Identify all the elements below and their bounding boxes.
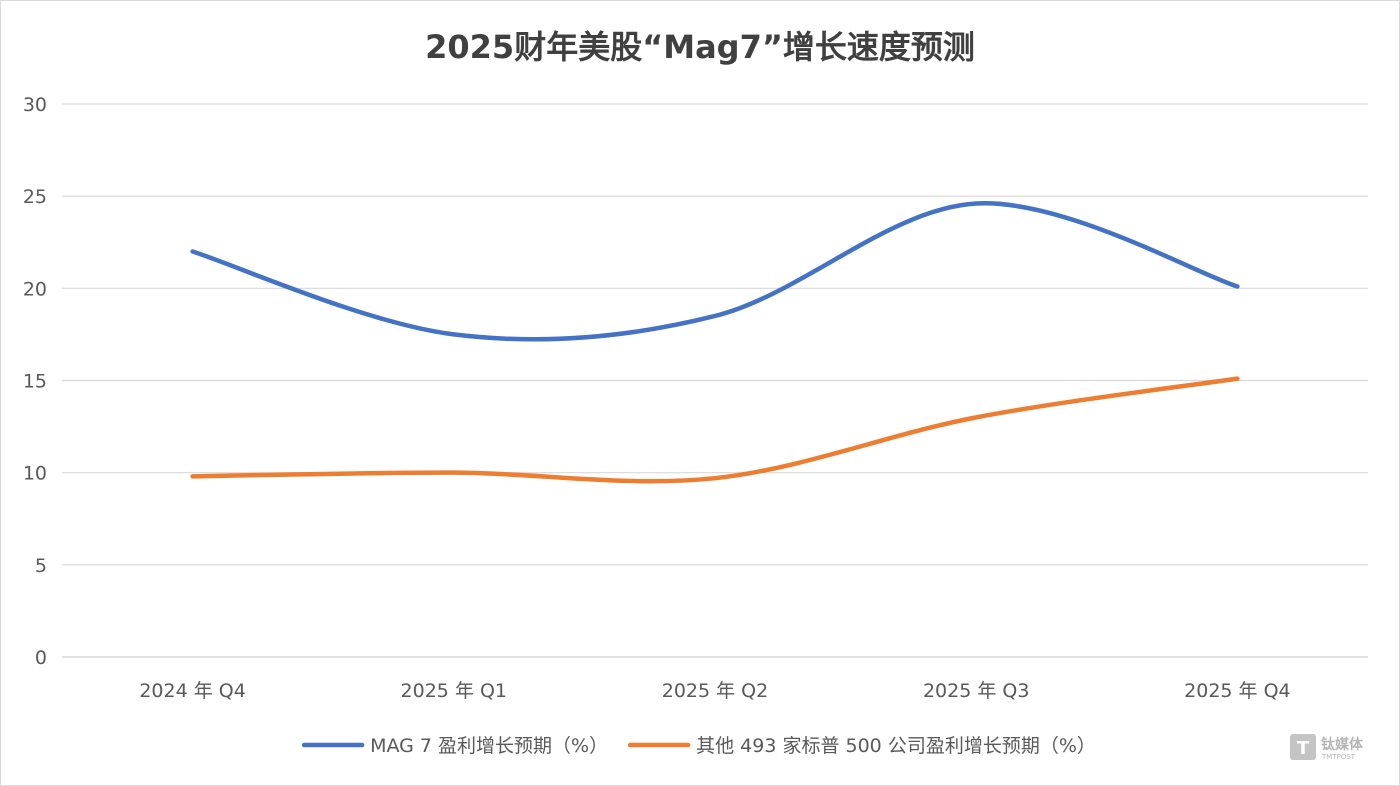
tmtpost-logo-icon [1290,734,1316,760]
x-tick-label: 2025 年 Q2 [662,680,768,702]
grid-lines [62,103,1368,658]
y-tick-label: 25 [23,186,47,208]
series-line-0 [190,201,1240,342]
x-tick-label: 2025 年 Q1 [401,680,507,702]
y-tick-label: 20 [23,278,47,300]
watermark-sub: TMTPOST [1321,753,1356,761]
y-tick-label: 10 [23,463,47,485]
watermark-main: 钛媒体 [1321,736,1364,753]
x-tick-label: 2025 年 Q4 [1184,680,1290,702]
x-tick-label: 2025 年 Q3 [923,680,1029,702]
watermark: T 钛媒体 TMTPOST [1290,734,1364,761]
x-axis-ticks: 2024 年 Q4 2025 年 Q1 2025 年 Q2 2025 年 Q3 2025… [139,680,1290,702]
y-tick-label: 0 [35,647,47,669]
chart-title: 2025财年美股“Mag7”增长速度预测 [425,28,975,66]
tmtpost-logo-icon-glyph: T [1297,738,1310,759]
legend-label-0: MAG 7 盈利增长预期（%） [370,735,608,757]
y-axis-ticks: 0 5 10 15 20 25 30 [23,94,47,669]
series-lines [190,201,1240,484]
y-tick-label: 5 [35,555,47,577]
y-tick-label: 30 [23,94,47,116]
series-line-1 [190,376,1240,484]
legend-label-1: 其他 493 家标普 500 公司盈利增长预期（%） [696,735,1096,757]
x-tick-label: 2024 年 Q4 [139,680,245,702]
y-tick-label: 15 [23,371,47,393]
legend: MAG 7 盈利增长预期（%） 其他 493 家标普 500 公司盈利增长预期（%… [301,735,1096,757]
